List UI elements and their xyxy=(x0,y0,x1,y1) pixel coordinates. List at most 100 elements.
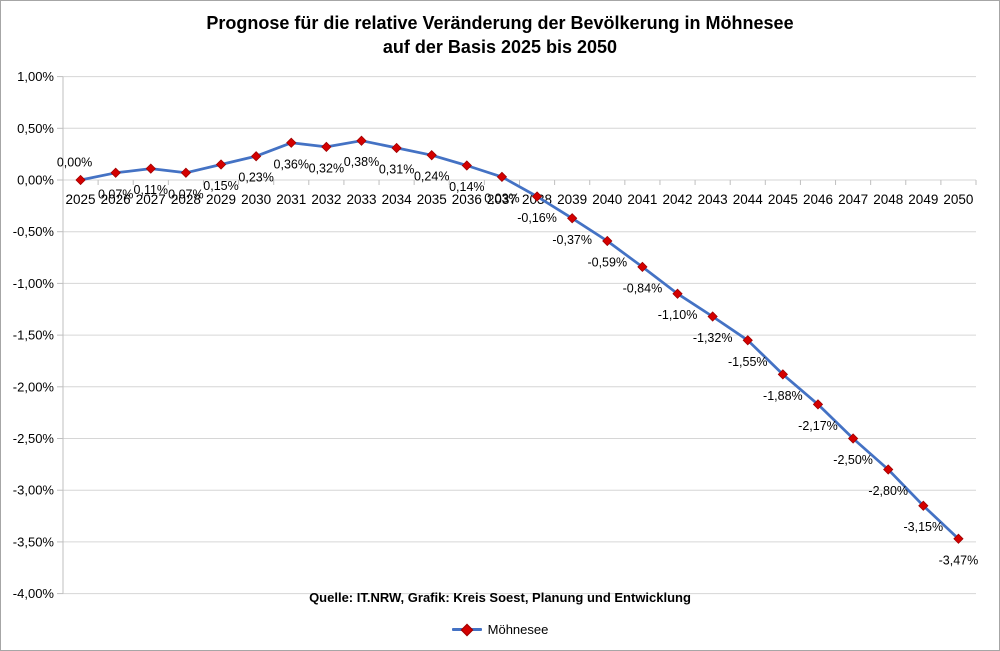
y-tick-label: 1,00% xyxy=(17,69,54,84)
legend-series-label: Möhnesee xyxy=(487,622,549,637)
data-point-2027 xyxy=(145,163,156,174)
x-tick-label-2033: 2033 xyxy=(346,192,376,207)
data-point-2035 xyxy=(426,150,437,161)
data-label-2028: 0,07% xyxy=(168,187,203,201)
data-label-2033: 0,38% xyxy=(344,155,379,169)
data-label-2035: 0,24% xyxy=(414,170,449,184)
data-label-2029: 0,15% xyxy=(203,179,238,193)
data-point-2038 xyxy=(531,191,543,202)
data-point-2044 xyxy=(742,335,753,346)
data-point-2047 xyxy=(847,433,859,444)
legend: Möhnesee xyxy=(1,622,999,637)
x-tick-label-2028: 2028 xyxy=(171,192,201,207)
data-label-2037: 0,03% xyxy=(484,191,519,205)
y-tick-label: -2,00% xyxy=(13,379,55,394)
chart-title: Prognose für die relative Veränderung de… xyxy=(206,13,794,33)
data-label-2048: -2,80% xyxy=(868,484,908,498)
data-label-2034: 0,31% xyxy=(379,162,414,176)
x-tick-label-2025: 2025 xyxy=(66,192,96,207)
data-label-2031: 0,36% xyxy=(274,157,309,171)
x-tick-label-2042: 2042 xyxy=(662,192,692,207)
y-axis-labels: 1,00% 0,50% 0,00% -0,50% -1,00% -1,50% -2,00% -… xyxy=(13,69,55,601)
x-tick-label-2034: 2034 xyxy=(382,192,413,207)
y-tick-label: 0,00% xyxy=(17,173,54,188)
data-point-2029 xyxy=(215,159,227,170)
data-label-2044: -1,55% xyxy=(728,355,768,369)
x-tick-label-2040: 2040 xyxy=(592,192,622,207)
x-tick-label-2044: 2044 xyxy=(733,192,764,207)
legend-diamond-marker-icon xyxy=(460,623,474,636)
data-point-2032 xyxy=(321,141,332,153)
data-label-2038: -0,16% xyxy=(517,211,557,225)
data-label-2025: 0,00% xyxy=(57,156,92,170)
x-tick-label-2032: 2032 xyxy=(311,192,341,207)
data-point-2046 xyxy=(812,399,824,410)
y-tick-label: -1,00% xyxy=(13,276,55,291)
x-tick-label-2031: 2031 xyxy=(276,192,306,207)
data-label-2050: -3,47% xyxy=(939,553,979,567)
data-point-2042 xyxy=(672,288,683,299)
y-tick-label: -4,00% xyxy=(13,586,55,601)
gridlines xyxy=(63,76,976,595)
data-point-2049 xyxy=(918,500,929,511)
data-label-2026: 0,07% xyxy=(98,187,133,201)
y-tick-label: -1,50% xyxy=(13,328,55,343)
data-point-2034 xyxy=(391,142,402,154)
data-point-2033 xyxy=(356,135,367,146)
y-axis-ticks xyxy=(57,76,63,595)
data-point-2050 xyxy=(953,533,964,544)
source-note: Quelle: IT.NRW, Grafik: Kreis Soest, Pla… xyxy=(309,590,691,605)
y-tick-label: 0,50% xyxy=(17,121,54,136)
y-tick-label: -2,50% xyxy=(13,431,55,446)
x-tick-label-2043: 2043 xyxy=(698,192,728,207)
data-label-2030: 0,23% xyxy=(238,171,273,185)
data-point-2025 xyxy=(75,174,86,186)
x-tick-label-2037: 2037 xyxy=(487,192,517,207)
y-tick-label: -3,50% xyxy=(13,534,55,549)
data-point-2041 xyxy=(637,261,648,272)
data-point-2030 xyxy=(251,151,262,162)
data-point-2048 xyxy=(883,464,894,475)
data-label-2045: -1,88% xyxy=(763,389,803,403)
y-tick-label: -0,50% xyxy=(13,224,55,239)
x-tick-label-2030: 2030 xyxy=(241,192,271,207)
data-point-2045 xyxy=(777,369,788,380)
legend-series-line-icon xyxy=(451,623,482,636)
x-tick-label-2035: 2035 xyxy=(417,192,447,207)
x-tick-label-2050: 2050 xyxy=(943,192,973,207)
data-label-2036: 0,14% xyxy=(449,180,484,194)
x-tick-label-2048: 2048 xyxy=(873,192,903,207)
data-label-2047: -2,50% xyxy=(833,453,873,467)
data-label-2039: -0,37% xyxy=(552,233,592,247)
x-tick-label-2027: 2027 xyxy=(136,192,166,207)
x-tick-label-2036: 2036 xyxy=(452,192,482,207)
x-tick-label-2047: 2047 xyxy=(838,192,868,207)
data-point-2026 xyxy=(110,167,121,178)
data-point-2037 xyxy=(496,171,508,183)
x-tick-label-2029: 2029 xyxy=(206,192,236,207)
series-markers xyxy=(75,135,964,544)
x-tick-label-2026: 2026 xyxy=(101,192,131,207)
data-label-2042: -1,10% xyxy=(658,308,698,322)
data-point-2036 xyxy=(461,160,472,171)
x-axis-ticks xyxy=(62,180,977,185)
y-tick-label: -3,00% xyxy=(13,483,55,498)
data-label-2043: -1,32% xyxy=(693,331,733,345)
data-label-2049: -3,15% xyxy=(904,520,944,534)
data-label-2041: -0,84% xyxy=(623,281,663,295)
data-point-2028 xyxy=(180,167,192,178)
x-tick-label-2045: 2045 xyxy=(768,192,798,207)
data-point-2043 xyxy=(707,311,718,322)
data-label-2027: 0,11% xyxy=(134,183,169,197)
data-label-2040: -0,59% xyxy=(587,256,627,270)
series-line-moehnesee xyxy=(79,139,960,541)
x-tick-label-2039: 2039 xyxy=(557,192,587,207)
data-labels: 0,00%0,07% 0,11% 0,07%0,15%0,23%0,36% 0,32%… xyxy=(57,155,978,567)
chart-subtitle: auf der Basis 2025 bis 2050 xyxy=(382,37,618,57)
x-tick-label-2041: 2041 xyxy=(627,192,657,207)
x-tick-label-2049: 2049 xyxy=(908,192,938,207)
data-point-2031 xyxy=(286,137,297,148)
data-label-2032: 0,32% xyxy=(309,161,344,175)
